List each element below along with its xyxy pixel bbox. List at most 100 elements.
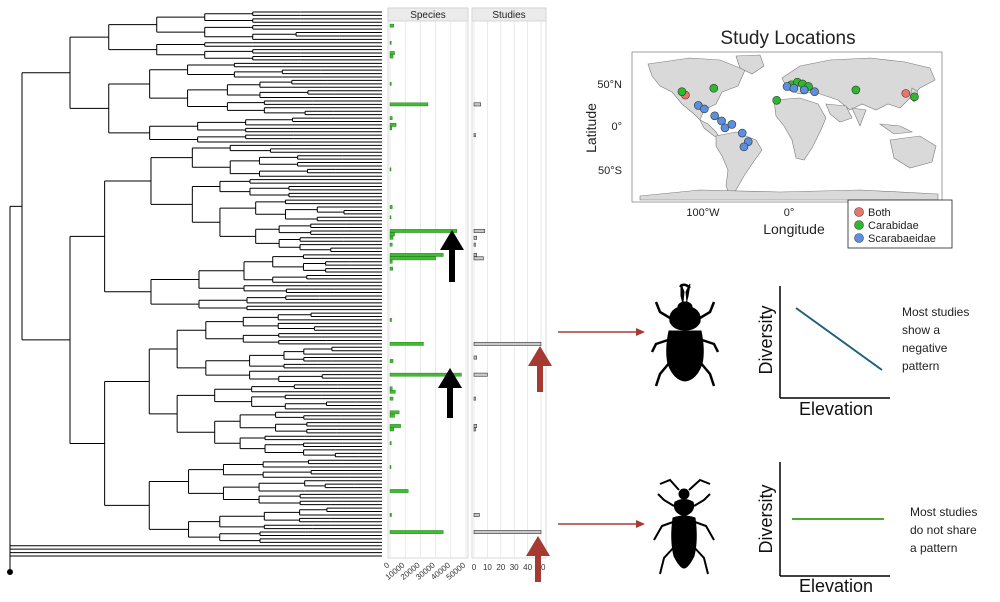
species-header-strip <box>387 7 469 22</box>
top-ylabel: Diversity <box>756 305 776 374</box>
species-bar <box>389 229 458 233</box>
lon-tick-0: 0° <box>784 207 795 219</box>
phylogenetic-tree <box>7 11 382 575</box>
bottom-note-line-2: do not share <box>910 523 977 537</box>
studies-bar <box>473 253 477 257</box>
studies-bar <box>473 396 476 401</box>
species-bar <box>389 54 394 59</box>
studies-bar <box>473 427 476 432</box>
scarab-beetle-icon <box>650 283 720 387</box>
lat-tick-50s: 50°S <box>598 165 622 177</box>
study-location-point <box>901 89 911 98</box>
top-note-line-3: negative <box>902 341 948 355</box>
map-xlabel: Longitude <box>763 221 825 237</box>
species-bar <box>389 465 392 469</box>
legend-carabidae-marker <box>854 220 864 230</box>
study-location-point <box>789 83 799 93</box>
legend-scarabaeidae: Scarabaeidae <box>868 233 936 245</box>
species-bar <box>389 102 429 107</box>
study-location-point <box>709 83 719 93</box>
study-location-point <box>700 104 709 114</box>
studies-panel: Studies 0 10 20 30 40 50 <box>471 7 547 572</box>
species-bar <box>389 215 392 220</box>
species-bar <box>389 205 393 209</box>
studies-tick-label: 20 <box>496 563 505 572</box>
species-bar <box>389 372 462 377</box>
lat-tick-0: 0° <box>611 121 622 133</box>
studies-tick-label: 50 <box>537 563 546 572</box>
studies-bar <box>473 372 488 377</box>
top-note-line-4: pattern <box>902 359 939 373</box>
bottom-xlabel: Elevation <box>799 576 873 596</box>
studies-tick-label: 40 <box>523 563 532 572</box>
species-bar <box>389 410 400 415</box>
no-pattern-panel: Elevation Diversity Most studies do not … <box>756 462 977 596</box>
study-location-point <box>799 85 809 95</box>
top-note-line-2: show a <box>902 323 940 337</box>
studies-gridlines <box>473 21 542 558</box>
species-bar <box>389 167 392 172</box>
species-bar <box>389 318 392 322</box>
bottom-note-line-3: a pattern <box>910 541 957 555</box>
map-legend: Both Carabidae Scarabaeidae <box>847 199 953 249</box>
studies-bar <box>473 424 477 428</box>
black-arrow-lower <box>438 368 462 418</box>
studies-bar <box>473 256 484 261</box>
map-title: Study Locations <box>720 28 855 49</box>
legend-both: Both <box>868 207 891 219</box>
top-xlabel: Elevation <box>799 399 873 419</box>
species-bar <box>389 40 392 45</box>
studies-bar <box>473 341 542 346</box>
species-panel-frame <box>387 7 469 559</box>
study-location-point <box>717 116 726 126</box>
species-bar <box>389 23 394 28</box>
red-arrow-upper <box>528 346 552 392</box>
bottom-note-line-1: Most studies <box>910 505 977 519</box>
species-bar <box>389 513 392 517</box>
negative-pattern-panel: Elevation Diversity Most studies show a … <box>756 286 969 419</box>
legend-both-marker <box>854 207 864 217</box>
studies-bar <box>473 530 542 534</box>
study-locations-map: Study Locations <box>583 28 953 249</box>
species-tick-label: 0 <box>382 560 392 570</box>
species-bar <box>389 359 394 363</box>
map-points <box>677 77 919 152</box>
species-bars <box>389 23 462 534</box>
species-bar <box>389 489 409 493</box>
studies-header: Studies <box>492 10 525 21</box>
study-location-point <box>772 95 781 105</box>
legend-carabidae: Carabidae <box>868 220 919 232</box>
study-location-point <box>739 142 749 152</box>
connector-arrow-bottom <box>558 520 645 528</box>
species-bar <box>389 427 394 432</box>
species-bar <box>389 123 397 127</box>
ground-beetle-icon <box>653 478 715 575</box>
studies-tick-label: 0 <box>472 563 477 572</box>
map-land <box>639 54 939 201</box>
top-note-line-1: Most studies <box>902 305 969 319</box>
species-bar <box>389 389 396 394</box>
species-header: Species <box>410 10 446 21</box>
species-bar <box>389 266 393 271</box>
species-bar <box>389 386 393 391</box>
study-location-point <box>710 111 719 121</box>
studies-header-strip <box>471 7 547 22</box>
species-bar <box>389 82 392 86</box>
species-bar <box>389 441 392 445</box>
species-bar <box>389 424 401 428</box>
species-bar <box>389 253 444 257</box>
species-bar <box>389 396 394 401</box>
black-arrow-upper <box>440 230 464 282</box>
studies-bar <box>473 229 486 233</box>
species-bar <box>389 413 395 418</box>
study-location-point <box>851 85 861 95</box>
species-bar <box>389 126 393 131</box>
studies-bar <box>473 242 476 247</box>
connector-arrow-top <box>558 328 645 336</box>
species-bar <box>389 242 393 247</box>
study-location-point <box>910 92 919 102</box>
species-bar <box>389 236 394 240</box>
studies-tick-label: 30 <box>510 563 519 572</box>
